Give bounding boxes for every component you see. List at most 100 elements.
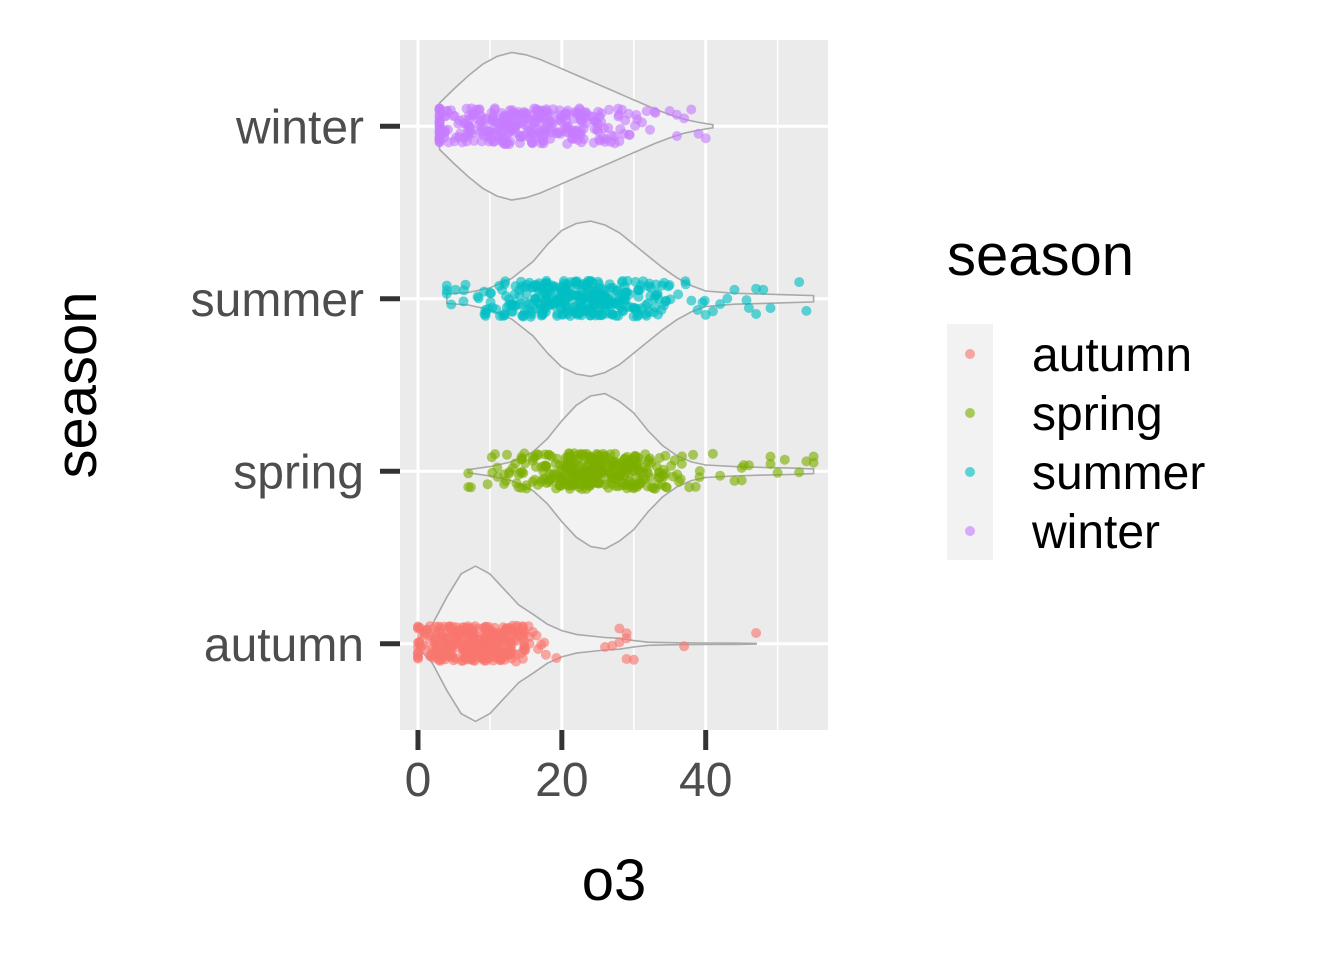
data-point bbox=[450, 284, 461, 295]
data-point bbox=[656, 304, 667, 315]
data-point bbox=[605, 468, 616, 478]
data-point bbox=[441, 640, 452, 651]
data-point bbox=[635, 280, 646, 291]
data-point bbox=[533, 644, 544, 654]
data-point bbox=[505, 136, 516, 147]
data-point bbox=[650, 108, 661, 118]
data-point bbox=[632, 311, 643, 322]
data-point bbox=[465, 482, 476, 493]
data-point bbox=[544, 298, 555, 309]
data-point bbox=[549, 284, 559, 295]
data-point bbox=[673, 289, 684, 300]
data-point bbox=[808, 451, 819, 462]
data-point bbox=[487, 467, 498, 478]
data-point bbox=[526, 309, 537, 320]
data-point bbox=[651, 279, 661, 290]
data-point bbox=[599, 457, 610, 468]
data-point bbox=[592, 124, 603, 135]
data-point bbox=[622, 275, 633, 286]
data-point bbox=[537, 127, 547, 137]
data-point bbox=[729, 284, 740, 295]
data-point bbox=[651, 461, 662, 472]
data-point bbox=[575, 130, 586, 141]
data-point bbox=[429, 635, 440, 646]
data-point bbox=[446, 623, 457, 634]
data-point bbox=[463, 468, 474, 479]
data-point bbox=[627, 478, 638, 488]
x-tick-label: 0 bbox=[405, 754, 432, 807]
data-point bbox=[454, 115, 465, 126]
data-point bbox=[694, 466, 705, 476]
data-point bbox=[466, 628, 477, 639]
data-point bbox=[645, 291, 656, 301]
legend-key-spring bbox=[965, 408, 975, 418]
data-point bbox=[758, 284, 769, 295]
data-point bbox=[697, 297, 708, 308]
data-point bbox=[553, 294, 563, 305]
data-point bbox=[511, 656, 521, 667]
data-point bbox=[489, 622, 500, 633]
data-point bbox=[496, 653, 507, 664]
x-tick-label: 40 bbox=[679, 754, 732, 807]
data-point bbox=[529, 452, 540, 463]
legend-label-winter: winter bbox=[1031, 506, 1160, 559]
data-point bbox=[502, 449, 512, 460]
data-point bbox=[528, 299, 539, 310]
y-axis-title: season bbox=[44, 291, 109, 478]
data-point bbox=[552, 308, 563, 319]
data-point bbox=[588, 137, 599, 148]
data-point bbox=[540, 649, 551, 660]
data-point bbox=[471, 647, 482, 658]
data-point bbox=[609, 138, 620, 149]
data-point bbox=[614, 471, 625, 482]
legend-items: autumn spring summer winter bbox=[965, 329, 1205, 559]
y-tick-label: autumn bbox=[204, 619, 364, 672]
data-point bbox=[499, 479, 510, 489]
data-point bbox=[643, 455, 654, 466]
data-point bbox=[751, 628, 762, 638]
data-point bbox=[434, 128, 445, 139]
data-point bbox=[613, 103, 624, 114]
data-point bbox=[607, 456, 618, 467]
data-point bbox=[527, 282, 538, 293]
data-point bbox=[570, 301, 581, 312]
data-point bbox=[531, 630, 542, 641]
data-point bbox=[597, 309, 608, 320]
point-layer bbox=[413, 103, 819, 667]
data-point bbox=[413, 621, 423, 632]
data-point bbox=[628, 654, 639, 665]
data-point bbox=[486, 632, 497, 643]
data-point bbox=[581, 483, 592, 494]
legend-key-summer bbox=[965, 467, 975, 477]
data-point bbox=[511, 118, 522, 129]
points-winter bbox=[434, 103, 711, 150]
violin-autumn bbox=[417, 565, 757, 723]
points-summer bbox=[441, 275, 812, 322]
data-point bbox=[473, 293, 484, 304]
data-point bbox=[669, 455, 680, 466]
data-point bbox=[476, 116, 487, 127]
data-point bbox=[722, 293, 733, 304]
data-point bbox=[580, 292, 591, 303]
legend-title: season bbox=[947, 223, 1134, 288]
data-point bbox=[547, 122, 558, 133]
data-point bbox=[619, 454, 630, 465]
legend-label-autumn: autumn bbox=[1032, 329, 1192, 382]
data-point bbox=[484, 644, 495, 654]
data-point bbox=[561, 292, 571, 303]
legend: season autumn spring summer winter bbox=[947, 223, 1205, 560]
legend-key-background bbox=[947, 324, 993, 560]
data-point bbox=[546, 451, 557, 462]
data-point bbox=[551, 653, 562, 663]
data-point bbox=[489, 104, 500, 115]
data-point bbox=[427, 651, 438, 662]
data-point bbox=[693, 128, 704, 139]
data-point bbox=[519, 107, 530, 117]
data-point bbox=[537, 309, 548, 320]
data-point bbox=[534, 292, 545, 303]
data-point bbox=[680, 279, 691, 290]
data-point bbox=[482, 479, 493, 490]
data-point bbox=[707, 306, 718, 317]
data-point bbox=[686, 104, 697, 115]
data-point bbox=[581, 279, 592, 290]
